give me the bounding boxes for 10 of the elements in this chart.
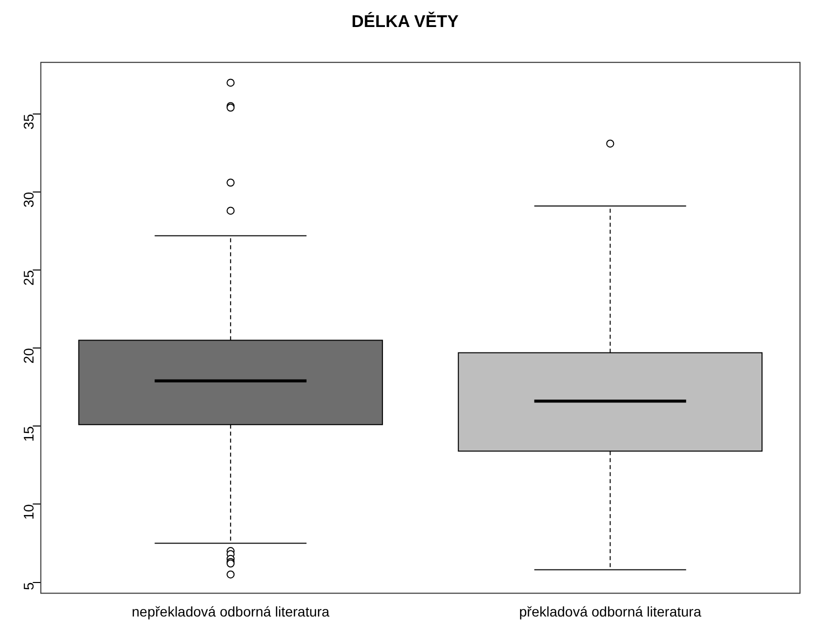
y-tick-label: 30 (20, 192, 37, 208)
y-tick-label: 10 (20, 504, 37, 520)
y-tick-label: 15 (20, 426, 37, 442)
x-tick-label: nepřekladová odborná literatura (132, 603, 330, 620)
y-tick-label: 20 (20, 348, 37, 364)
x-tick-label: překladová odborná literatura (519, 603, 702, 620)
y-tick-label: 5 (20, 582, 37, 590)
chart-title: DÉLKA VĚTY (351, 10, 460, 31)
y-tick-label: 35 (20, 114, 37, 130)
y-tick-label: 25 (20, 270, 37, 286)
